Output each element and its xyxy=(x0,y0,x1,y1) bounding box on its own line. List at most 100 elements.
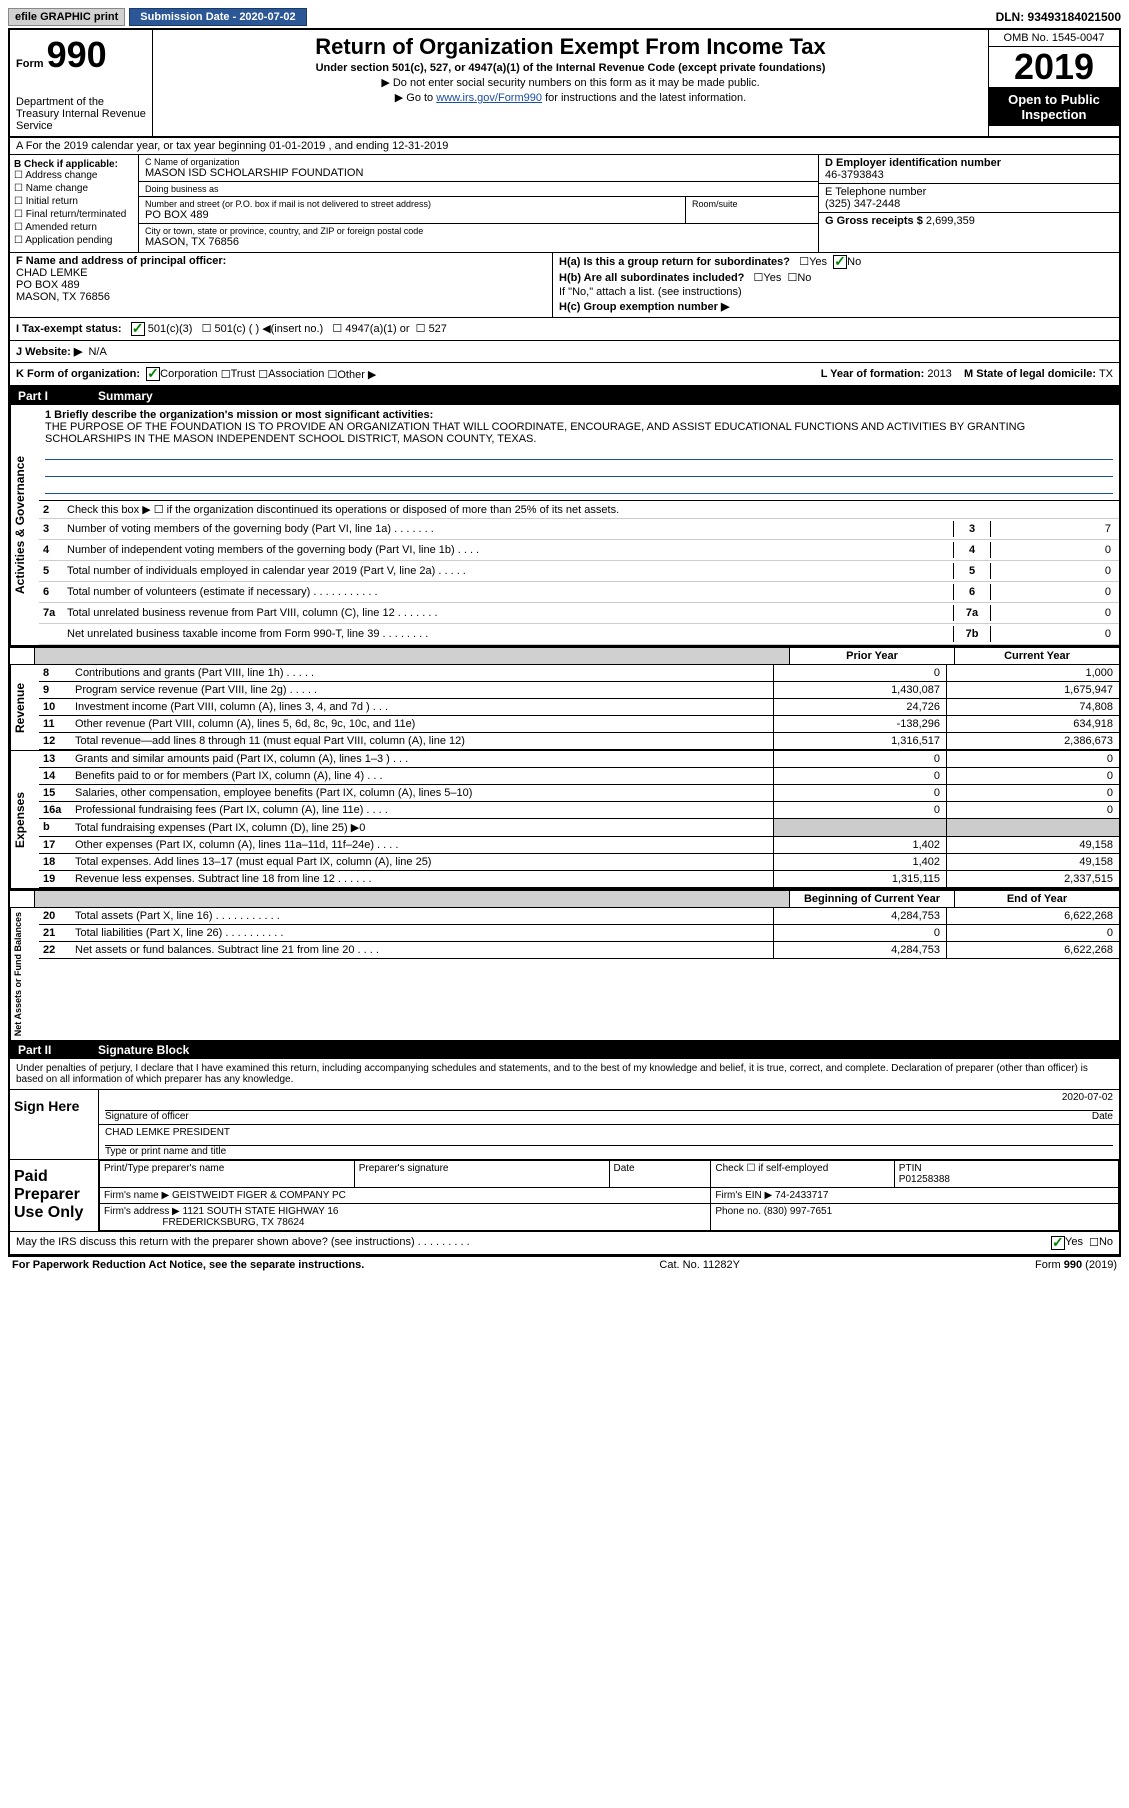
prior-val: 0 xyxy=(773,925,946,941)
side-activities: Activities & Governance xyxy=(10,405,39,645)
part2-header: Part II Signature Block xyxy=(10,1041,1119,1059)
firm-addr: 1121 SOUTH STATE HIGHWAY 16 xyxy=(183,1206,339,1217)
submission-date-button[interactable]: Submission Date - 2020-07-02 xyxy=(129,8,306,26)
line-val: 0 xyxy=(991,544,1115,556)
row-i: I Tax-exempt status: 501(c)(3) ☐ 501(c) … xyxy=(10,318,1119,341)
line-text: Check this box ▶ ☐ if the organization d… xyxy=(67,503,1115,516)
instructions-link[interactable]: www.irs.gov/Form990 xyxy=(436,92,542,104)
room-label: Room/suite xyxy=(686,197,818,223)
section-bcd: B Check if applicable: ☐ Address change … xyxy=(10,155,1119,253)
title-cell: Return of Organization Exempt From Incom… xyxy=(153,30,988,136)
addr-value: PO BOX 489 xyxy=(145,209,679,221)
line-text: Total revenue—add lines 8 through 11 (mu… xyxy=(71,733,773,749)
line-num: 12 xyxy=(39,733,71,749)
hb-no[interactable]: No xyxy=(797,272,811,284)
line-num: 11 xyxy=(39,716,71,732)
line-val: 0 xyxy=(991,628,1115,640)
form-id-cell: Form 990 Department of the Treasury Inte… xyxy=(10,30,153,136)
row-k: K Form of organization: Corporation ☐ Tr… xyxy=(10,363,1119,387)
ha-no-cb[interactable] xyxy=(833,255,847,269)
rev-header: Prior Year Current Year xyxy=(10,646,1119,665)
efile-button[interactable]: efile GRAPHIC print xyxy=(8,8,125,26)
ptin-value: P01258388 xyxy=(899,1174,950,1185)
cb-name[interactable]: ☐ Name change xyxy=(14,183,134,194)
side-revenue: Revenue xyxy=(10,665,39,750)
line-20: 20 Total assets (Part X, line 16) . . . … xyxy=(39,908,1119,925)
current-val: 6,622,268 xyxy=(946,908,1119,924)
ha-yes[interactable]: Yes xyxy=(809,256,827,268)
ha-row: H(a) Is this a group return for subordin… xyxy=(559,255,1113,269)
form-word: Form xyxy=(16,58,44,70)
cb-address[interactable]: ☐ Address change xyxy=(14,170,134,181)
current-val xyxy=(946,819,1119,836)
city-cell: City or town, state or province, country… xyxy=(139,223,818,250)
phone-value: (325) 347-2448 xyxy=(825,198,1113,210)
line-val: 0 xyxy=(991,565,1115,577)
cb-initial[interactable]: ☐ Initial return xyxy=(14,196,134,207)
form-header: Form 990 Department of the Treasury Inte… xyxy=(10,30,1119,138)
prior-val xyxy=(773,819,946,836)
officer-addr2: MASON, TX 76856 xyxy=(16,291,546,303)
line-16a: 16a Professional fundraising fees (Part … xyxy=(39,802,1119,819)
line-box: 6 xyxy=(953,584,991,600)
firm-name: GEISTWEIDT FIGER & COMPANY PC xyxy=(172,1190,346,1201)
prior-year-header: Prior Year xyxy=(789,648,954,664)
line-text: Total number of volunteers (estimate if … xyxy=(67,586,953,598)
org-name: MASON ISD SCHOLARSHIP FOUNDATION xyxy=(145,167,812,179)
line-8: 8 Contributions and grants (Part VIII, l… xyxy=(39,665,1119,682)
mission-text: THE PURPOSE OF THE FOUNDATION IS TO PROV… xyxy=(45,421,1113,445)
begin-year-header: Beginning of Current Year xyxy=(789,891,954,907)
hb-yes[interactable]: Yes xyxy=(763,272,781,284)
ha-no: No xyxy=(847,256,861,268)
col-b: B Check if applicable: ☐ Address change … xyxy=(10,155,139,252)
firm-phone: (830) 997-7651 xyxy=(764,1206,832,1217)
paid-preparer-row: Paid Preparer Use Only Print/Type prepar… xyxy=(10,1159,1119,1231)
footer-right: Form 990 (2019) xyxy=(1035,1259,1117,1271)
line-10: 10 Investment income (Part VIII, column … xyxy=(39,699,1119,716)
line-num: 22 xyxy=(39,942,71,958)
line-text: Total assets (Part X, line 16) . . . . .… xyxy=(71,908,773,924)
footer-center: Cat. No. 11282Y xyxy=(659,1259,740,1271)
line-val: 7 xyxy=(991,523,1115,535)
officer-addr1: PO BOX 489 xyxy=(16,279,546,291)
line-text: Other expenses (Part IX, column (A), lin… xyxy=(71,837,773,853)
discuss-yes-cb[interactable] xyxy=(1051,1236,1065,1250)
sign-here-label: Sign Here xyxy=(10,1090,99,1159)
line-13: 13 Grants and similar amounts paid (Part… xyxy=(39,751,1119,768)
line-num: 4 xyxy=(43,544,67,556)
ptin-label: PTIN xyxy=(899,1163,922,1174)
opt-other: Other ▶ xyxy=(337,368,376,381)
line-box: 3 xyxy=(953,521,991,537)
cb-amended[interactable]: ☐ Amended return xyxy=(14,222,134,233)
hb-label: H(b) Are all subordinates included? xyxy=(559,272,744,284)
part1-title: Summary xyxy=(98,389,153,403)
current-val: 1,000 xyxy=(946,665,1119,681)
mission-label: 1 Briefly describe the organization's mi… xyxy=(45,409,433,421)
cb-pending[interactable]: ☐ Application pending xyxy=(14,235,134,246)
cb-final[interactable]: ☐ Final return/terminated xyxy=(14,209,134,220)
prior-val: 0 xyxy=(773,768,946,784)
line-9: 9 Program service revenue (Part VIII, li… xyxy=(39,682,1119,699)
public-inspection: Open to Public Inspection xyxy=(989,88,1119,126)
prior-val: 0 xyxy=(773,802,946,818)
prior-val: 0 xyxy=(773,751,946,767)
sig-date: 2020-07-02 xyxy=(1062,1092,1113,1110)
line-num: b xyxy=(39,819,71,836)
cb-501c3[interactable] xyxy=(131,322,145,336)
cb-corp[interactable] xyxy=(146,367,160,381)
sign-here-row: Sign Here 2020-07-02 Signature of office… xyxy=(10,1089,1119,1159)
state-label: M State of legal domicile: xyxy=(964,368,1096,380)
ptin-cell: PTIN P01258388 xyxy=(894,1161,1118,1188)
current-year-header: Current Year xyxy=(954,648,1119,664)
line-num: 13 xyxy=(39,751,71,767)
line-6: 6 Total number of volunteers (estimate i… xyxy=(39,582,1119,603)
prior-val: 4,284,753 xyxy=(773,908,946,924)
line-text: Total expenses. Add lines 13–17 (must eq… xyxy=(71,854,773,870)
ein-value: 46-3793843 xyxy=(825,169,1113,181)
gross-value: 2,699,359 xyxy=(926,215,975,227)
net-header: Beginning of Current Year End of Year xyxy=(10,889,1119,908)
website-label: J Website: ▶ xyxy=(16,346,82,358)
current-val: 1,675,947 xyxy=(946,682,1119,698)
row-f-h: F Name and address of principal officer:… xyxy=(10,253,1119,318)
hc-label: H(c) Group exemption number ▶ xyxy=(559,301,729,313)
